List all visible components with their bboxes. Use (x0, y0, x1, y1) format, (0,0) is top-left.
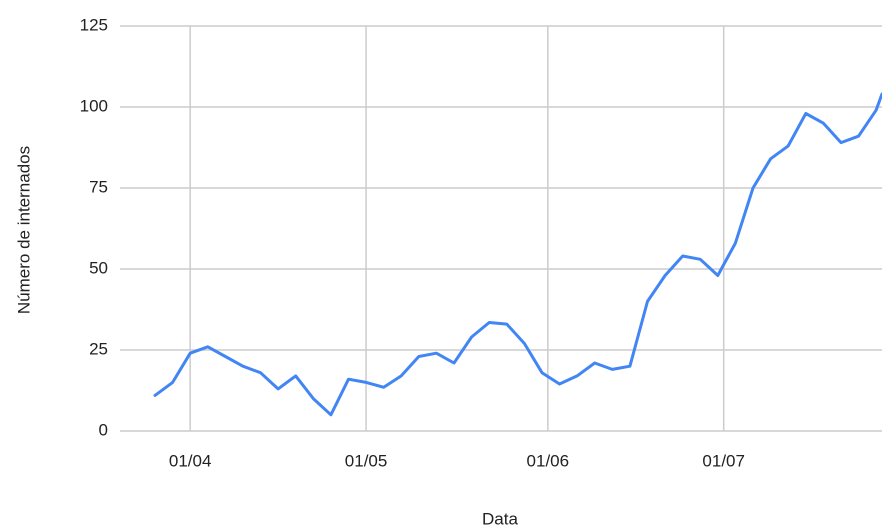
y-tick-label: 100 (80, 96, 108, 115)
x-tick-label: 01/04 (169, 451, 212, 470)
y-tick-label: 50 (89, 258, 108, 277)
x-tick-label: 01/06 (527, 451, 570, 470)
y-tick-label: 75 (89, 177, 108, 196)
x-tick-label: 01/05 (345, 451, 388, 470)
y-tick-label: 25 (89, 339, 108, 358)
y-tick-label: 125 (80, 15, 108, 34)
x-axis-title: Data (482, 509, 518, 528)
y-axis-title: Número de internados (14, 146, 33, 314)
data-line (153, 92, 882, 417)
y-tick-label: 0 (99, 420, 108, 439)
x-tick-label: 01/07 (702, 451, 745, 470)
